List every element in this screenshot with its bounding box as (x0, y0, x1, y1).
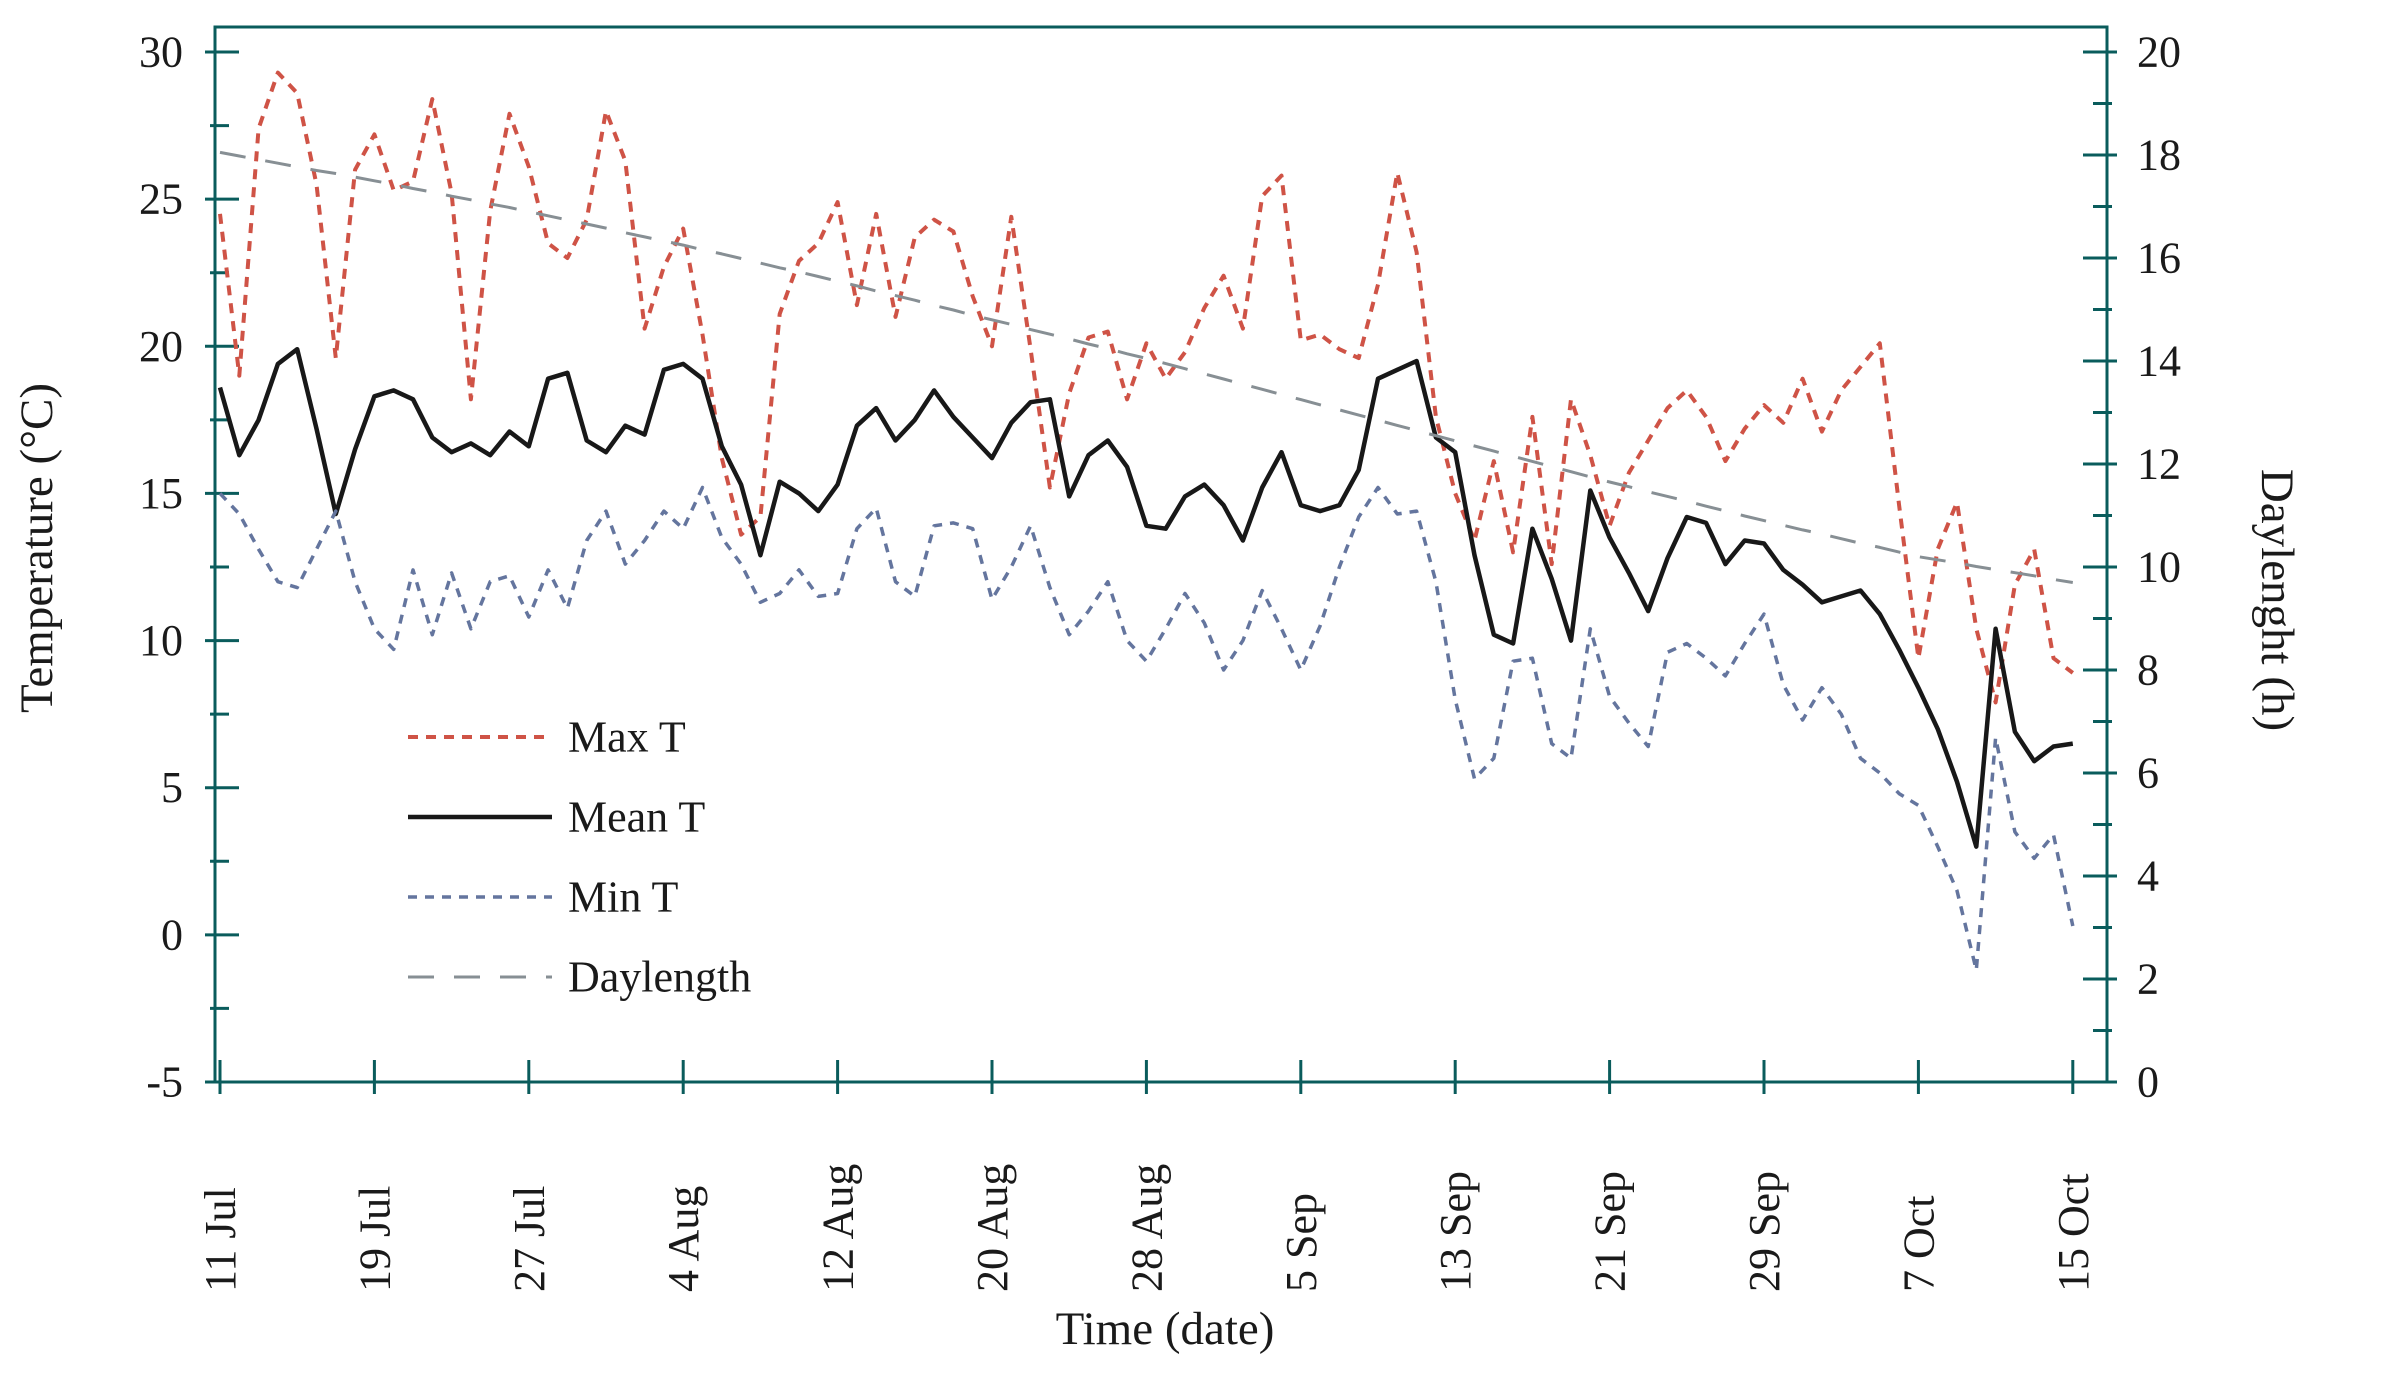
legend-item-mean-t: Mean T (408, 793, 705, 842)
y-right-tick-label: 4 (2137, 852, 2159, 901)
y-left-tick-label: 15 (139, 469, 183, 518)
x-axis-tick-label: 13 Sep (1431, 1171, 1480, 1292)
legend-label-daylength: Daylength (568, 953, 751, 1002)
x-axis-tick-label: 27 Jul (505, 1186, 554, 1292)
y-right-tick-label: 10 (2137, 543, 2181, 592)
x-axis-tick-label: 29 Sep (1740, 1171, 1789, 1292)
y-right-tick-label: 6 (2137, 749, 2159, 798)
y-left-axis-title: Temperature (°C) (11, 383, 63, 713)
x-axis-tick-label: 12 Aug (814, 1164, 863, 1292)
y-right-tick-label: 8 (2137, 646, 2159, 695)
series-layer (217, 70, 2075, 972)
series-line-min-t (218, 485, 2075, 972)
x-axis-tick-label: 5 Sep (1277, 1193, 1326, 1292)
y-right-tick-label: 14 (2137, 337, 2181, 386)
y-right-axis-title: Daylenght (h) (2251, 469, 2303, 731)
x-axis-tick-label: 15 Oct (2049, 1173, 2098, 1292)
x-axis-title: Time (date) (1056, 1303, 1275, 1355)
y-right-tick-label: 18 (2137, 131, 2181, 180)
legend-item-max-t: Max T (408, 713, 686, 762)
series-line-mean-t (217, 346, 2074, 849)
legend: Max T Mean T Min T Daylength (408, 713, 751, 1002)
x-axis-tick-label: 19 Jul (350, 1186, 399, 1292)
y-left-tick-label: 30 (139, 28, 183, 77)
y-left-tick-label: 10 (139, 616, 183, 665)
y-left-tick-label: -5 (146, 1058, 183, 1107)
x-axis-tick-label: 7 Oct (1894, 1195, 1943, 1292)
legend-item-min-t: Min T (408, 873, 679, 922)
y-right-tick-label: 2 (2137, 955, 2159, 1004)
y-left-tick-label: 25 (139, 175, 183, 224)
plot-frame (213, 25, 2109, 1084)
x-axis-tick-label: 11 Jul (196, 1187, 245, 1292)
series-line-max-t (218, 70, 2075, 705)
y-right-tick-label: 20 (2137, 28, 2181, 77)
y-left-tick-label: 5 (161, 763, 183, 812)
legend-label-max-t: Max T (568, 713, 686, 762)
x-axis-tick-label: 28 Aug (1122, 1164, 1171, 1292)
y-right-tick-label: 12 (2137, 440, 2181, 489)
legend-item-daylength: Daylength (408, 953, 751, 1002)
x-axis-tick-label: 21 Sep (1586, 1171, 1635, 1292)
y-left-tick-label: 20 (139, 322, 183, 371)
x-axis-tick-label: 4 Aug (659, 1186, 708, 1292)
series-line-daylength (219, 150, 2074, 584)
y-right-tick-label: 16 (2137, 234, 2181, 283)
x-axis-tick-label: 20 Aug (968, 1164, 1017, 1292)
legend-label-min-t: Min T (568, 873, 679, 922)
y-left-tick-label: 0 (161, 910, 183, 959)
legend-label-mean-t: Mean T (568, 793, 705, 842)
y-right-tick-label: 0 (2137, 1058, 2159, 1107)
